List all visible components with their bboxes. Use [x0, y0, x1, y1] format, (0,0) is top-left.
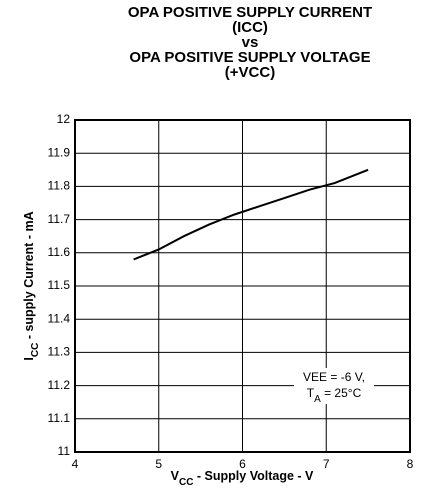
- chart-title: OPA POSITIVE SUPPLY VOLTAGE: [129, 49, 370, 66]
- annotation-main: T: [307, 386, 315, 400]
- chart-title: (ICC): [232, 19, 268, 36]
- y-tick-label: 11.6: [48, 245, 71, 259]
- y-tick-label: 11.5: [48, 278, 71, 292]
- y-axis-label: ICC - supply Current - mA: [22, 211, 41, 360]
- y-tick-label: 11.2: [48, 378, 71, 392]
- y-tick-label: 11.3: [48, 345, 71, 359]
- annotation-sub: A: [314, 394, 321, 405]
- y-tick-label: 11.9: [48, 145, 71, 159]
- line-series: [133, 168, 369, 261]
- chart-title: OPA POSITIVE SUPPLY CURRENT: [128, 4, 372, 21]
- x-axis-label: VCC - Supply Voltage - V: [171, 469, 314, 488]
- x-axis-label-main: V: [171, 469, 180, 483]
- y-tick-label: 11.1: [48, 411, 71, 425]
- y-axis-label-sub: CC: [30, 343, 41, 357]
- y-tick-label: 11.7: [48, 212, 71, 226]
- chart-title: vs: [242, 34, 259, 51]
- annotation: VEE = -6 V,: [303, 370, 365, 384]
- y-axis-label-main: I: [22, 357, 36, 360]
- x-tick-label: 8: [407, 457, 414, 471]
- y-tick-label: 11.4: [48, 311, 71, 325]
- x-tick-label: 6: [239, 457, 246, 471]
- x-tick-label: 4: [72, 457, 79, 471]
- y-tick-label: 12: [57, 112, 71, 126]
- annotation-rest: = 25°C: [321, 386, 362, 400]
- x-tick-label: 7: [323, 457, 330, 471]
- y-tick-label: 11: [58, 444, 71, 458]
- x-axis-label-rest: - Supply Voltage - V: [193, 469, 314, 483]
- annotation-box: [294, 368, 374, 404]
- annotation: TA = 25°C: [307, 386, 362, 405]
- y-tick-label: 11.8: [48, 179, 71, 193]
- y-axis-label-rest: - supply Current - mA: [22, 211, 36, 342]
- x-axis-label-sub: CC: [179, 477, 193, 488]
- chart-title: (+VCC): [225, 64, 275, 81]
- x-tick-label: 5: [155, 457, 162, 471]
